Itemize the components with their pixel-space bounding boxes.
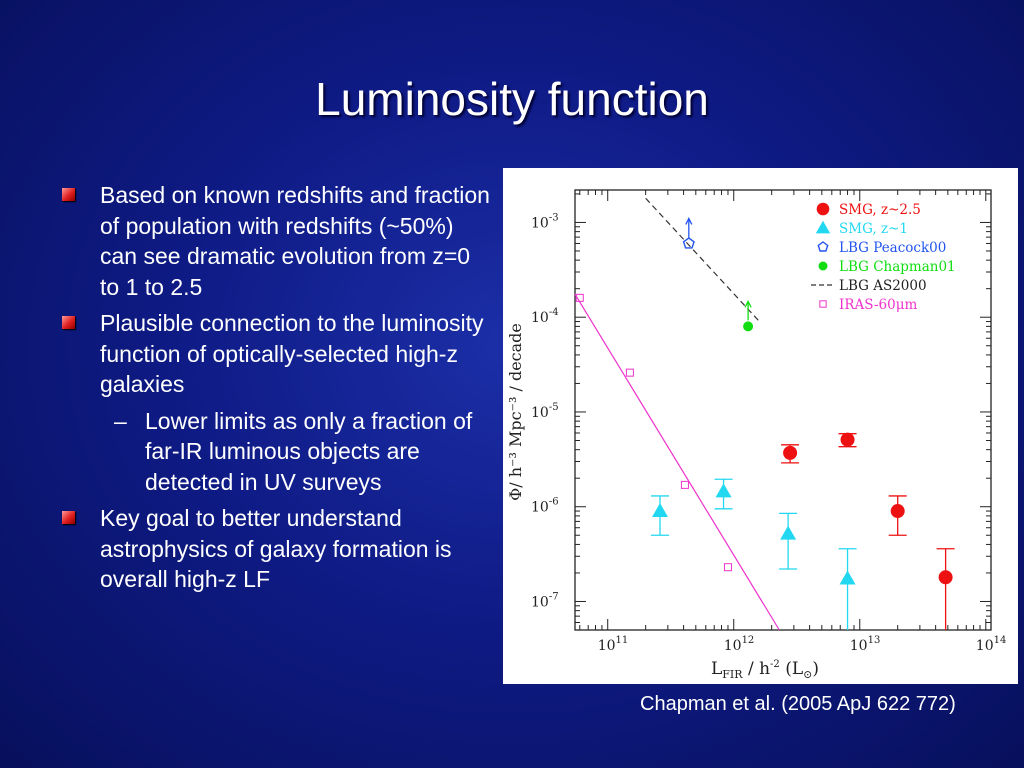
bullet-square-icon: [62, 188, 75, 201]
data-point-marker: [715, 483, 732, 498]
limit-arrow-head: [744, 299, 752, 308]
legend-entry: LBG Chapman01: [839, 259, 956, 275]
chart-figure: 1011 1012 1013 1014 10-3 10-4 10-5 10-6 10-7 LFIR…: [503, 168, 1018, 684]
figure-caption: Chapman et al. (2005 ApJ 622 772): [640, 693, 956, 715]
legend-entry: IRAS-60μm: [839, 297, 918, 313]
data-point-marker: [680, 480, 689, 489]
sub-bullet-text: Lower limits as only a fraction of far-I…: [145, 407, 473, 495]
data-point-marker: [817, 241, 829, 252]
legend-entry: LBG Peacock00: [839, 240, 946, 256]
plot-frame: [574, 189, 992, 631]
data-point-marker: [816, 202, 830, 216]
data-point-marker: [890, 504, 905, 519]
data-point-marker: [819, 300, 827, 308]
data-point-marker: [818, 261, 828, 271]
x-tick-label: 1012: [724, 635, 755, 654]
data-point-marker: [682, 237, 695, 249]
data-point-marker: [780, 525, 797, 540]
data-point-marker: [840, 432, 855, 447]
data-point-marker: [652, 503, 669, 518]
data-point-marker: [938, 570, 953, 585]
data-point-marker: [625, 368, 634, 377]
bullet-text: Plausible connection to the luminosity f…: [100, 310, 484, 397]
data-point-marker: [815, 220, 831, 234]
limit-arrow-head: [685, 217, 693, 225]
y-axis-label: Φ/ h⁻³ Mpc⁻³ / decade: [506, 323, 525, 501]
y-tick-label: 10-5: [531, 402, 559, 421]
y-tick-label: 10-7: [531, 591, 559, 610]
x-tick-label: 1013: [850, 635, 881, 654]
slide-title: Luminosity function: [315, 73, 709, 125]
x-axis-label: LFIR / h-2 (L⊙): [711, 659, 819, 681]
legend-entry: SMG, z~2.5: [839, 202, 921, 218]
data-point-marker: [783, 445, 798, 460]
data-point-marker: [575, 293, 584, 302]
bullet-item: Based on known redshifts and fraction of…: [62, 180, 492, 302]
bullet-item: Plausible connection to the luminosity f…: [62, 308, 492, 400]
x-tick-label: 1014: [976, 635, 1007, 654]
bullet-item: Key goal to better understand astrophysi…: [62, 503, 492, 595]
legend-entry: SMG, z~1: [839, 221, 908, 237]
series-line: [574, 293, 780, 631]
bullet-list: Based on known redshifts and fraction of…: [62, 180, 492, 601]
bullet-square-icon: [62, 316, 75, 329]
bullet-text: Key goal to better understand astrophysi…: [100, 505, 452, 592]
y-tick-label: 10-3: [531, 212, 559, 231]
luminosity-function-chart: 1011 1012 1013 1014 10-3 10-4 10-5 10-6 10-7 LFIR…: [506, 189, 1007, 681]
data-point-marker: [723, 563, 732, 572]
legend-entry: LBG AS2000: [839, 278, 927, 294]
x-tick-label: 1011: [598, 635, 629, 654]
data-point-marker: [839, 570, 856, 585]
sub-bullet-dash: –: [114, 407, 127, 434]
data-point-marker: [743, 321, 754, 332]
series-line: [645, 197, 760, 322]
sub-bullet-item: – Lower limits as only a fraction of far…: [62, 406, 492, 498]
bullet-square-icon: [62, 511, 75, 524]
y-tick-label: 10-6: [531, 497, 559, 516]
y-tick-label: 10-4: [531, 307, 559, 326]
bullet-text: Based on known redshifts and fraction of…: [100, 182, 490, 300]
